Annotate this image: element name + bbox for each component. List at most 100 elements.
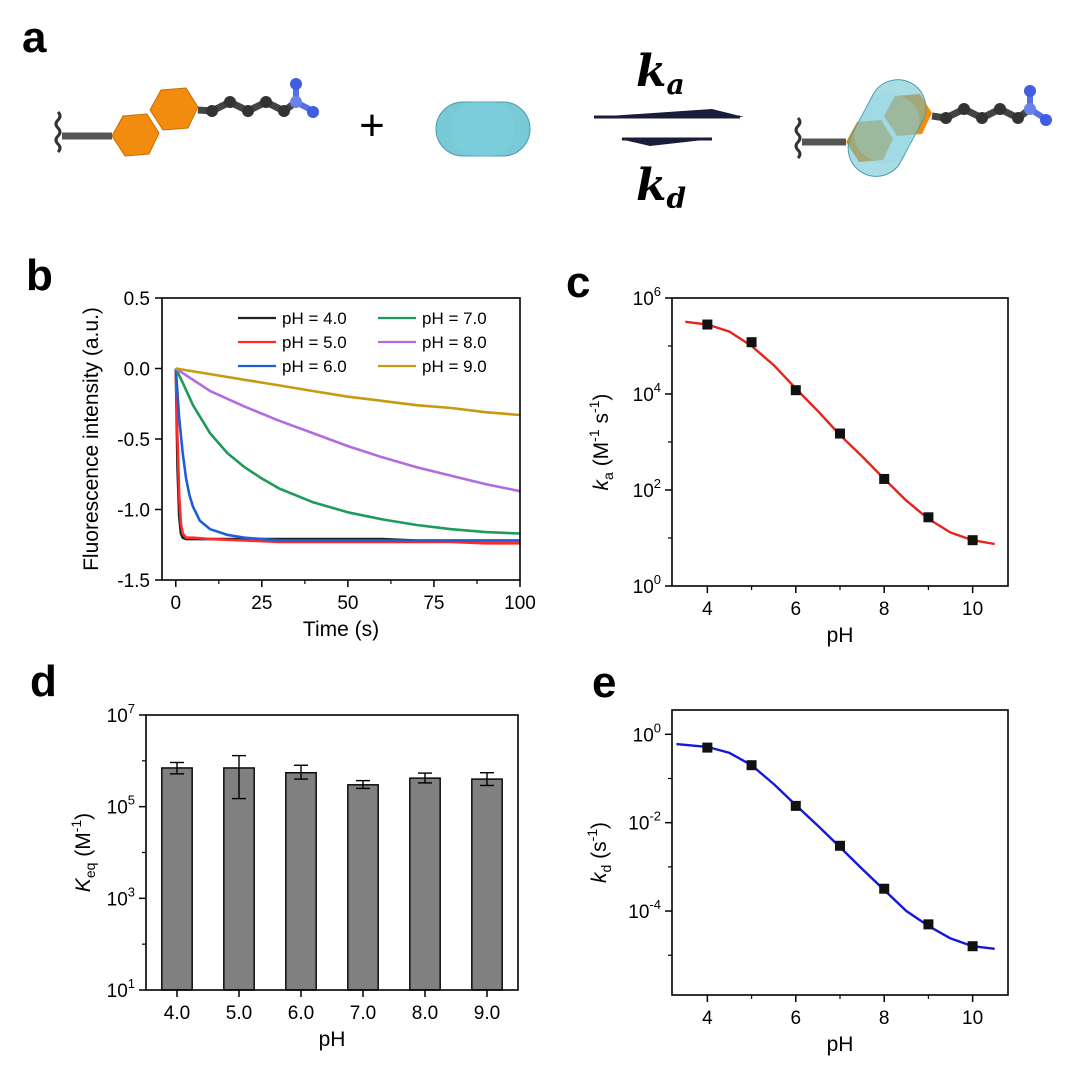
capsule-inner <box>452 102 514 156</box>
x-axis-label: Time (s) <box>303 618 379 641</box>
x-tick-label: 6 <box>791 1008 802 1029</box>
rate-constant-forward: ka <box>636 46 685 101</box>
amine-atom <box>1040 114 1052 126</box>
capsule-body <box>847 79 927 177</box>
amine-atom <box>1024 85 1036 97</box>
bar <box>471 778 503 991</box>
y-tick-label: 10-4 <box>628 897 661 923</box>
y-tick-label: 104 <box>633 380 661 406</box>
legend-label: pH = 5.0 <box>282 333 347 352</box>
chain-atom <box>976 112 988 124</box>
plot-frame <box>145 714 519 991</box>
backward-arrow <box>620 139 712 146</box>
chain-atom <box>206 105 218 117</box>
chain-atom <box>224 96 236 108</box>
data-point <box>923 919 934 930</box>
chain-atom <box>958 103 970 115</box>
x-tick-label: 10 <box>962 1008 983 1029</box>
forward-arrow <box>594 109 744 117</box>
chain-atom <box>994 103 1006 115</box>
x-tick-label: 7.0 <box>350 1003 376 1024</box>
x-tick-label: 5.0 <box>226 1003 252 1024</box>
y-tick-label: 10-2 <box>628 809 661 835</box>
x-tick-label: 75 <box>423 593 444 614</box>
chain-atom <box>1012 112 1024 124</box>
y-tick-label: 106 <box>633 284 661 310</box>
bar <box>347 784 379 991</box>
panel-c-label: c <box>566 258 590 307</box>
amine-atom <box>290 78 302 90</box>
chain-atom <box>242 105 254 117</box>
plus-sign: + <box>359 101 385 150</box>
hexagon-ring-1 <box>111 113 160 157</box>
series-line <box>175 367 521 417</box>
y-tick-label: -1.5 <box>117 571 150 592</box>
host-capsule <box>435 101 531 157</box>
surface-tether <box>794 116 802 160</box>
y-tick-label: 0.0 <box>124 360 150 381</box>
x-tick-label: 10 <box>962 599 983 620</box>
data-point <box>790 800 801 811</box>
data-point <box>746 760 757 771</box>
y-tick-label: 105 <box>107 793 135 819</box>
host-guest-complex <box>794 79 1052 177</box>
y-tick-label: -0.5 <box>117 430 150 451</box>
chart-ka-vs-ph: 4 6 8 10 100 102 104 106 pH ka (M-1 s-1) <box>586 284 1009 647</box>
x-tick-label: 8 <box>879 599 890 620</box>
nitrogen-atom <box>290 96 302 108</box>
x-tick-label: 50 <box>337 593 358 614</box>
panel-a: a + <box>22 13 1052 215</box>
x-tick-label: 6 <box>791 599 802 620</box>
x-axis-label: pH <box>319 1028 346 1051</box>
legend-label: pH = 8.0 <box>422 333 487 352</box>
bar <box>161 767 193 991</box>
x-tick-label: 6.0 <box>288 1003 314 1024</box>
hexagon-ring-2 <box>149 87 199 131</box>
x-tick-label: 0 <box>170 593 181 614</box>
nitrogen-atom <box>1024 103 1036 115</box>
legend-label: pH = 6.0 <box>282 357 347 376</box>
y-axis-label: Fluorescence intensity (a.u.) <box>80 307 103 571</box>
amine-atom <box>307 106 319 118</box>
plot-frame <box>671 709 1009 996</box>
plot-frame <box>671 297 1009 587</box>
ligand-molecule <box>54 78 319 157</box>
x-axis-label: pH <box>827 624 854 647</box>
panel-a-label: a <box>22 13 47 62</box>
legend-label: pH = 4.0 <box>282 309 347 328</box>
y-tick-label: -1.0 <box>117 501 150 522</box>
data-point <box>702 742 713 753</box>
bar <box>223 767 255 991</box>
x-tick-label: 8 <box>879 1008 890 1029</box>
y-tick-label: 103 <box>107 884 135 910</box>
data-point <box>923 512 934 523</box>
y-tick-label: 101 <box>107 976 135 1002</box>
capsule-inner <box>854 92 920 164</box>
data-point <box>746 337 757 348</box>
chain-atom <box>940 112 952 124</box>
panel-e-label: e <box>592 658 616 707</box>
data-point <box>879 883 890 894</box>
bar <box>409 777 441 991</box>
x-tick-label: 4 <box>702 599 713 620</box>
panel-b-label: b <box>26 251 53 300</box>
y-axis-label: Keq (M-1) <box>68 813 98 892</box>
x-tick-label: 4.0 <box>164 1003 190 1024</box>
bar <box>285 772 317 991</box>
y-tick-label: 100 <box>633 720 661 746</box>
chain-atom <box>260 96 272 108</box>
data-point <box>967 535 978 546</box>
x-tick-label: 4 <box>702 1008 713 1029</box>
x-tick-label: 8.0 <box>412 1003 438 1024</box>
chart-keq-bars: 4.0 5.0 6.0 7.0 8.0 9.0 101 103 105 107 pH Keq (M-1… <box>68 701 519 1051</box>
y-tick-label: 107 <box>107 701 135 727</box>
series-line <box>174 368 520 542</box>
legend-label: pH = 7.0 <box>422 309 487 328</box>
y-tick-label: 102 <box>633 476 661 502</box>
legend-label: pH = 9.0 <box>422 357 487 376</box>
equilibrium-arrows <box>594 109 744 146</box>
chain-atom <box>278 105 290 117</box>
data-point <box>835 428 845 439</box>
y-tick-label: 0.5 <box>124 289 150 310</box>
